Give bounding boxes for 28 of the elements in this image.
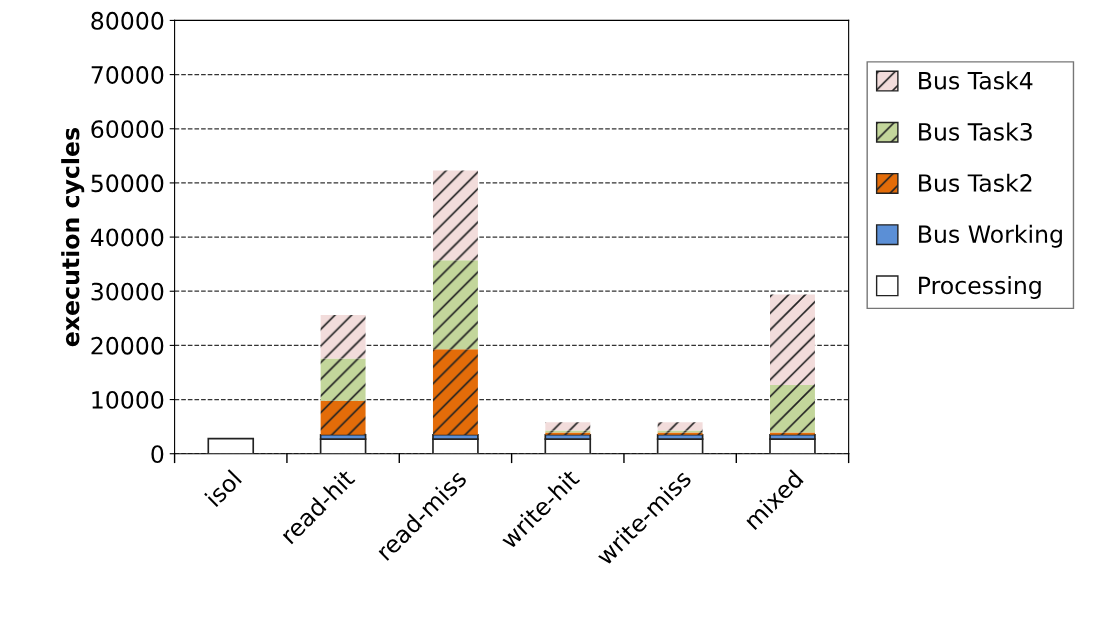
x-tick-label: isol	[204, 469, 243, 508]
bar	[770, 294, 815, 385]
y-tick-label: 80000	[91, 11, 164, 30]
y-axis-title: execution cycles	[61, 128, 85, 347]
bar	[320, 400, 366, 435]
y-tick-label: 50000	[91, 174, 164, 193]
legend-label: Bus Working	[919, 224, 1062, 248]
bar	[770, 432, 815, 435]
bar	[320, 358, 366, 401]
bar	[432, 170, 478, 261]
bar	[432, 260, 478, 350]
bar	[770, 384, 815, 433]
y-tick-label: 60000	[91, 120, 164, 139]
legend-label: Bus Task3	[919, 122, 1032, 141]
bar	[207, 437, 255, 454]
y-tick-label: 10000	[92, 391, 164, 409]
bar	[320, 315, 366, 359]
bar	[657, 422, 703, 431]
y-tick-label: 70000	[91, 66, 164, 84]
y-tick-label: 40000	[90, 228, 164, 247]
y-tick-label: 20000	[91, 336, 164, 355]
bar	[545, 422, 591, 431]
bar	[432, 349, 478, 435]
legend-label: Bus Task4	[919, 71, 1033, 90]
y-tick-label: 0	[151, 445, 164, 464]
legend-label: Bus Task2	[919, 173, 1032, 192]
y-tick-label: 30000	[91, 282, 164, 301]
legend-label: Processing	[919, 276, 1041, 299]
